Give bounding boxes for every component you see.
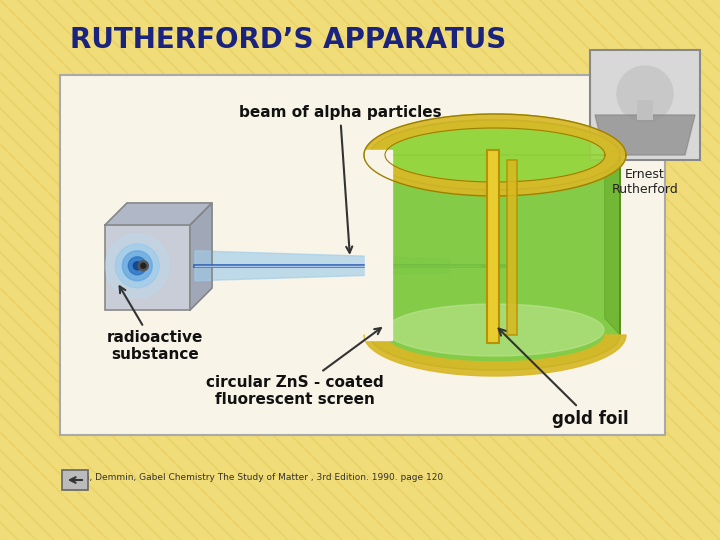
Polygon shape (605, 138, 620, 335)
Text: RUTHERFORD’S APPARATUS: RUTHERFORD’S APPARATUS (70, 26, 506, 54)
Circle shape (133, 262, 141, 270)
Circle shape (122, 251, 153, 281)
Circle shape (105, 234, 169, 298)
Polygon shape (190, 203, 212, 310)
Circle shape (617, 66, 673, 122)
Bar (62, 470, 88, 490)
Text: gold foil: gold foil (499, 329, 629, 428)
Polygon shape (105, 203, 212, 225)
Bar (105, 225, 190, 310)
Polygon shape (386, 304, 604, 356)
Circle shape (141, 264, 145, 268)
Bar (487, 150, 499, 343)
Bar (590, 50, 700, 160)
Polygon shape (195, 251, 450, 281)
Polygon shape (364, 335, 626, 376)
Text: Ernest
Rutherford: Ernest Rutherford (611, 168, 678, 196)
Text: beam of alpha particles: beam of alpha particles (239, 105, 441, 253)
Circle shape (128, 257, 146, 275)
Circle shape (138, 261, 148, 271)
Circle shape (115, 244, 159, 288)
Polygon shape (370, 120, 620, 370)
Polygon shape (364, 114, 626, 196)
Text: Dorin, Demmin, Gabel Chemistry The Study of Matter , 3rd Edition. 1990. page 120: Dorin, Demmin, Gabel Chemistry The Study… (65, 474, 443, 483)
Text: radioactive
substance: radioactive substance (107, 286, 203, 362)
Bar (60, 75, 665, 435)
Polygon shape (370, 120, 620, 190)
Bar (637, 100, 653, 120)
Polygon shape (365, 150, 392, 340)
Polygon shape (595, 115, 695, 155)
Text: circular ZnS - coated
fluorescent screen: circular ZnS - coated fluorescent screen (206, 328, 384, 407)
Bar (507, 160, 517, 335)
